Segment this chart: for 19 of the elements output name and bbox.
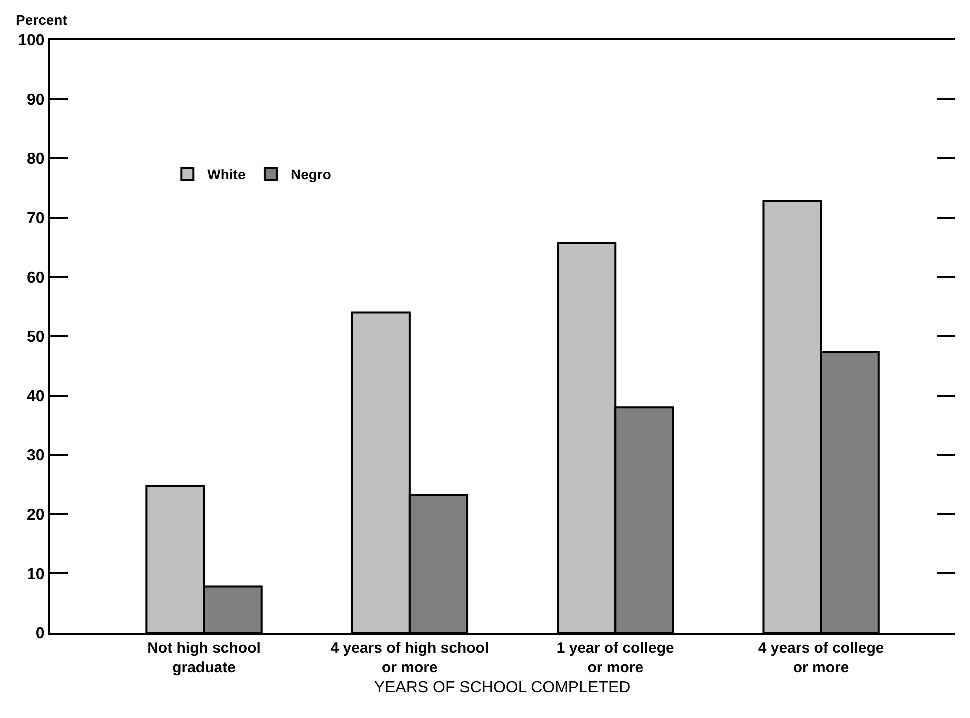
y-tick-label: 40 [27,388,45,406]
y-tick-label: 50 [27,329,45,346]
legend-label: Negro [290,166,332,183]
y-tick-label: 60 [27,270,45,287]
y-axis-title: Percent [16,12,68,28]
y-tick-label: 30 [27,448,45,465]
x-tick-label: Not high school graduate [148,640,261,676]
y-tick-label: 10 [27,566,45,584]
y-tick-label: 100 [18,32,45,50]
x-axis-title: YEARS OF SCHOOL COMPLETED [374,680,631,697]
y-tick-label: 90 [27,92,45,109]
x-tick-label: 4 years of college or more [758,640,884,676]
x-tick-label: 1 year of college or more [556,640,674,676]
y-tick-label: 20 [27,507,45,524]
legend-label: White [208,166,246,183]
y-tick-label: 80 [27,151,45,168]
y-tick-label: 70 [27,210,45,228]
x-tick-label: 4 years of high school or more [330,640,490,676]
y-tick-label: 0 [36,626,45,643]
